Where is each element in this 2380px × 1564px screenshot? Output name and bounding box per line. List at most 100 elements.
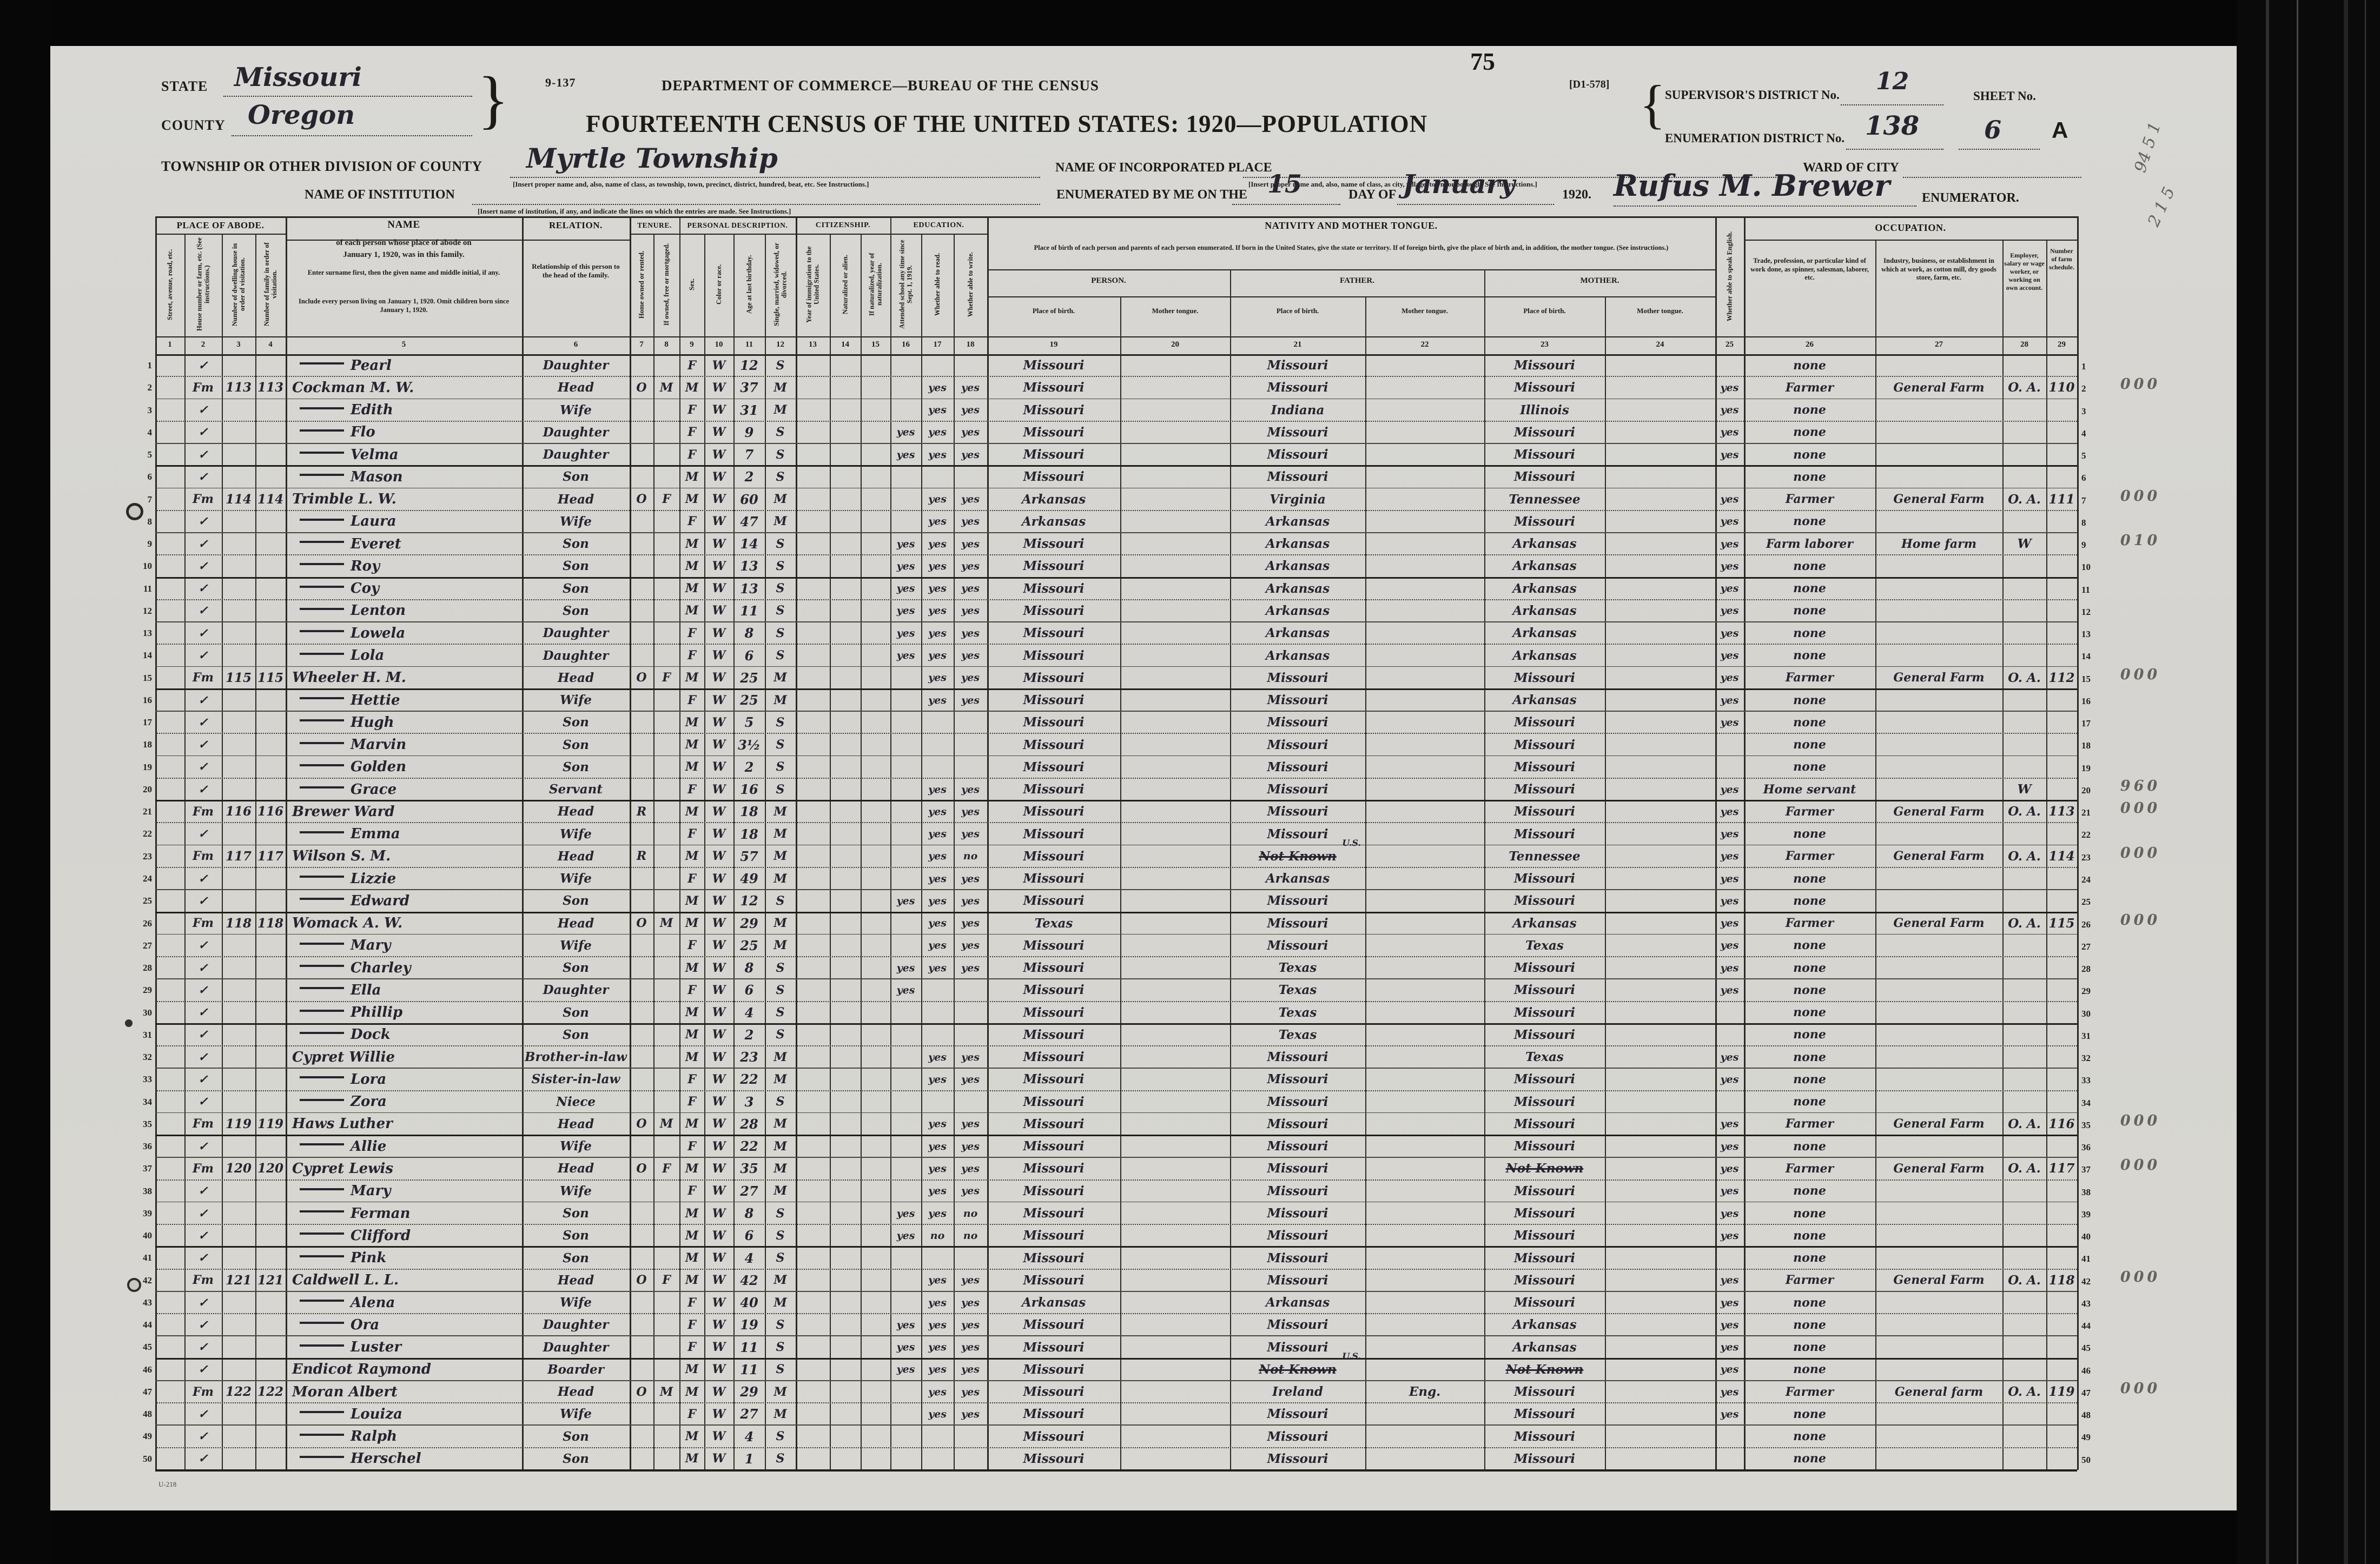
line-number-left: 4	[147, 427, 153, 438]
margin-pencil-mark: 000	[2120, 487, 2161, 505]
ag-cell: 8	[744, 1205, 754, 1221]
sub-mother-tongue-label: Mother tongue.	[1401, 307, 1448, 315]
ag-cell: 3½	[738, 737, 761, 753]
occ-industry-label: Industry, business, or establishment in …	[1881, 257, 1996, 282]
nativity-caption: Place of birth of each person and parent…	[1034, 244, 1669, 251]
pb-cell: Missouri	[1023, 983, 1085, 998]
line-number-right: 38	[2081, 1187, 2091, 1197]
row-line	[155, 777, 2077, 779]
tr-cell: none	[1793, 1295, 1826, 1310]
ag-cell: 27	[740, 1183, 758, 1199]
rel-cell: Daughter	[543, 983, 609, 998]
table-rule	[1715, 216, 1717, 1470]
nm-cell: Haws Luther	[292, 1116, 393, 1132]
age-column-label: Age at last birthday.	[745, 255, 753, 314]
rel-cell: Wife	[560, 1139, 592, 1154]
ind-cell: General Farm	[1893, 1273, 1985, 1288]
fb-cell: Missouri	[1267, 447, 1328, 462]
rd-cell: yes	[928, 605, 947, 617]
line-number-right: 50	[2081, 1454, 2091, 1465]
ms-cell: S	[776, 782, 785, 797]
school-column-label: Attended school any time since Sept. 1, …	[898, 240, 914, 329]
nm-cell: Hettie	[287, 689, 534, 711]
ms-cell: S	[776, 1206, 785, 1221]
hm-cell: R	[636, 804, 647, 819]
rel-cell: Head	[557, 1161, 594, 1176]
cr-cell: W	[712, 1273, 726, 1288]
table-rule	[2077, 216, 2079, 1470]
tr-cell: Farm laborer	[1766, 536, 1854, 551]
mb-cell: Missouri	[1513, 1384, 1575, 1400]
eng-cell: yes	[1720, 850, 1739, 863]
rel-cell: Head	[557, 1116, 594, 1131]
sx-cell: M	[685, 581, 699, 596]
wr-cell: yes	[961, 1341, 980, 1354]
ag-cell: 11	[740, 602, 758, 619]
rel-cell: Wife	[560, 826, 592, 841]
rel-cell: Son	[563, 1005, 589, 1020]
nm-cell: Pearl	[287, 354, 534, 376]
pb-cell: Arkansas	[1021, 514, 1086, 529]
dw-cell: 118	[225, 916, 252, 931]
wr-cell: yes	[961, 783, 980, 796]
ag-cell: 2	[744, 759, 754, 775]
fs-cell: 117	[2048, 1161, 2075, 1176]
rel-cell: Son	[563, 1206, 589, 1221]
fa-cell: 116	[257, 804, 283, 819]
row-line	[155, 1402, 2077, 1404]
rel-cell: Wife	[560, 938, 592, 953]
line-number-left: 20	[143, 784, 152, 794]
wr-cell: yes	[961, 538, 980, 550]
eng-cell: yes	[1720, 672, 1739, 684]
row-line	[155, 956, 2077, 958]
ms-cell: S	[776, 760, 785, 774]
cr-cell: W	[712, 604, 726, 618]
fs-cell: 119	[2048, 1384, 2075, 1400]
column-number: 16	[902, 340, 910, 349]
fs-cell: 112	[2048, 670, 2075, 685]
surname-ditto-dash	[300, 585, 344, 588]
pb-cell: Missouri	[1023, 1161, 1085, 1176]
dw-cell: 115	[225, 670, 252, 685]
rel-cell: Wife	[560, 1183, 592, 1198]
dw-cell: 120	[225, 1161, 252, 1176]
pb-cell: Missouri	[1023, 1273, 1085, 1288]
wr-cell: yes	[961, 1162, 980, 1175]
nm-cell: Dock	[287, 1024, 534, 1046]
pb-cell: Missouri	[1023, 402, 1085, 417]
fa-cell: 119	[257, 1116, 283, 1131]
line-number-left: 37	[143, 1163, 152, 1174]
sx-cell: F	[687, 693, 696, 707]
wr-cell: no	[963, 1207, 978, 1220]
margin-pencil-mark: 000	[2120, 844, 2161, 861]
mb-cell: Arkansas	[1512, 581, 1577, 596]
rd-cell: yes	[928, 1318, 947, 1331]
pb-cell: Texas	[1034, 916, 1073, 931]
rd-cell: yes	[928, 672, 947, 684]
ms-cell: M	[774, 827, 787, 841]
pb-cell: Missouri	[1023, 469, 1085, 485]
mb-cell: Missouri	[1513, 469, 1575, 485]
row-line	[155, 844, 2077, 846]
table-rule	[987, 269, 1715, 270]
cr-cell: W	[712, 559, 726, 573]
enumerated-month: January	[1403, 169, 1515, 200]
census-sheet: 9-137 75 DEPARTMENT OF COMMERCE—BUREAU O…	[50, 46, 2237, 1510]
sx-cell: F	[687, 782, 696, 797]
mk-cell: ✓	[198, 358, 208, 373]
pb-cell: Missouri	[1023, 1183, 1085, 1198]
ag-cell: 29	[740, 1384, 758, 1400]
surname-ditto-dash	[300, 786, 344, 789]
sub-place-of-birth-label: Place of birth.	[1032, 307, 1075, 315]
sheet-letter: A	[2052, 117, 2068, 143]
wr-cell: yes	[961, 805, 980, 818]
sx-cell: F	[687, 1317, 696, 1332]
wr-cell: yes	[961, 1363, 980, 1376]
row-line	[155, 1357, 2077, 1360]
row-line	[155, 1246, 2077, 1248]
nm-cell: Endicot Raymond	[292, 1361, 432, 1378]
rd-cell: yes	[928, 582, 947, 595]
line-number-left: 10	[143, 561, 152, 572]
pb-cell: Missouri	[1023, 1228, 1085, 1243]
